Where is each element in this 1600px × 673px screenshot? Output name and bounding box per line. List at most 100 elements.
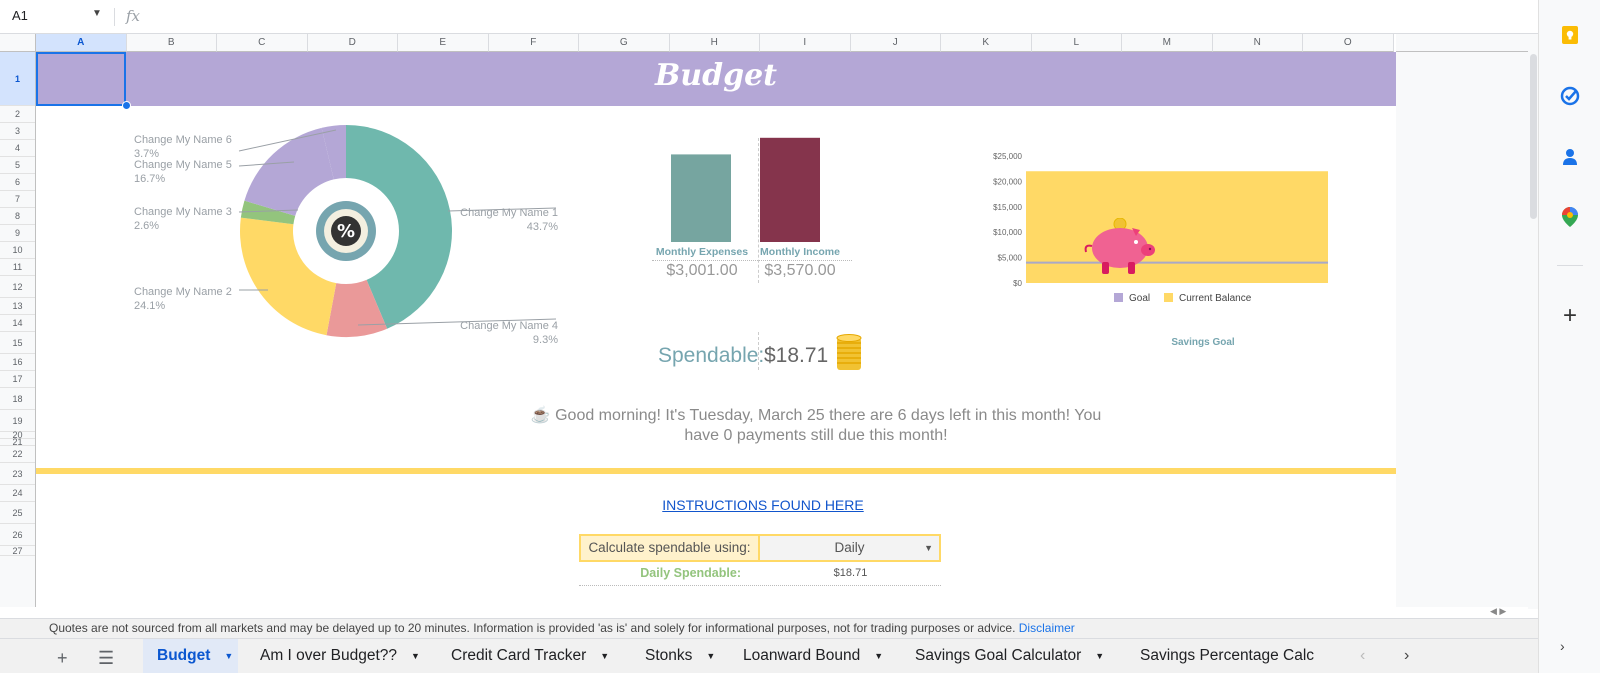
donut-leader-line [357, 318, 557, 326]
bar-expenses[interactable] [671, 154, 731, 242]
row-header-17[interactable]: 17 [0, 371, 35, 388]
row-header-6[interactable]: 6 [0, 174, 35, 191]
column-header-e[interactable]: E [398, 34, 489, 52]
donut-slice-6[interactable] [321, 125, 346, 180]
column-header-h[interactable]: H [669, 34, 760, 52]
all-sheets-menu-icon[interactable]: ☰ [98, 648, 115, 668]
row-header-7[interactable]: 7 [0, 191, 35, 208]
row-header-26[interactable]: 26 [0, 524, 35, 546]
select-all-corner[interactable] [0, 34, 36, 52]
add-icon[interactable]: + [1562, 302, 1577, 329]
column-header-l[interactable]: L [1031, 34, 1122, 52]
tab-savings-goal-calculator[interactable]: Savings Goal Calculator ▼ [901, 639, 1126, 673]
tab-stonks[interactable]: Stonks ▼ [631, 639, 729, 673]
row-header-1[interactable]: 1 [0, 52, 35, 106]
tab-menu-icon[interactable]: ▼ [224, 651, 234, 661]
row-header-19[interactable]: 19 [0, 410, 35, 432]
tab-scroll-right-icon[interactable]: › [1404, 647, 1410, 664]
column-header-m[interactable]: M [1122, 34, 1213, 52]
column-header-j[interactable]: J [850, 34, 941, 52]
row-header-14[interactable]: 14 [0, 315, 35, 332]
scroll-thumb[interactable] [1530, 54, 1537, 219]
row-header-9[interactable]: 9 [0, 225, 35, 242]
instructions-link[interactable]: INSTRUCTIONS FOUND HERE [662, 497, 864, 513]
row-header-18[interactable]: 18 [0, 388, 35, 410]
tab-am-i-over-budget[interactable]: Am I over Budget?? ▼ [246, 639, 431, 673]
row-header-27[interactable]: 27 [0, 546, 35, 556]
fill-handle[interactable] [122, 101, 131, 110]
donut-leader-line [238, 161, 295, 167]
current-balance-area[interactable] [1026, 171, 1328, 283]
keep-icon[interactable] [1559, 24, 1581, 46]
tab-savings-percentage-calc[interactable]: Savings Percentage Calc [1126, 639, 1346, 673]
tab-menu-icon[interactable]: ▼ [874, 651, 884, 661]
column-header-g[interactable]: G [579, 34, 670, 52]
tab-menu-icon[interactable]: ▼ [600, 651, 610, 661]
row-header-3[interactable]: 3 [0, 123, 35, 140]
row-header-5[interactable]: 5 [0, 157, 35, 174]
tab-label: Stonks [645, 647, 693, 665]
column-header-c[interactable]: C [217, 34, 308, 52]
maps-icon[interactable] [1559, 206, 1581, 228]
vertical-scrollbar[interactable] [1528, 34, 1538, 609]
horizontal-scroll-arrows[interactable]: ◀ ▶ [1490, 606, 1507, 616]
row-header-10[interactable]: 10 [0, 242, 35, 259]
expenses-value: $3,001.00 [666, 262, 738, 279]
name-box-dropdown-icon[interactable]: ▼ [92, 8, 102, 19]
row-header-13[interactable]: 13 [0, 298, 35, 315]
tab-budget[interactable]: Budget ▼ [143, 639, 238, 673]
row-header-24[interactable]: 24 [0, 485, 35, 502]
disclaimer-link[interactable]: Disclaimer [1018, 621, 1075, 635]
row-header-23[interactable]: 23 [0, 463, 35, 485]
svg-text:%: % [337, 221, 355, 242]
calc-spendable-selected: Daily [834, 540, 865, 555]
row-header-8[interactable]: 8 [0, 208, 35, 225]
tab-scroll-left-icon[interactable]: ‹ [1360, 647, 1366, 664]
tab-loanward-bound[interactable]: Loanward Bound ▼ [729, 639, 901, 673]
row-header-11[interactable]: 11 [0, 259, 35, 276]
tab-credit-card-tracker[interactable]: Credit Card Tracker ▼ [437, 639, 630, 673]
row-header-21[interactable]: 21 [0, 437, 35, 447]
row-header-2[interactable]: 2 [0, 106, 35, 123]
donut-slice-5[interactable] [244, 127, 334, 216]
row-header-15[interactable]: 15 [0, 332, 35, 354]
chevron-down-icon[interactable]: ▼ [924, 543, 933, 553]
greeting-line-1: Good morning! It's Tuesday, March 25 the… [555, 407, 1102, 424]
row-header-20[interactable]: 20 [0, 430, 35, 440]
tab-label: Loanward Bound [743, 647, 861, 665]
column-header-a[interactable]: A [36, 34, 127, 52]
donut-slice-4[interactable] [240, 200, 296, 225]
donut-slice-1[interactable] [346, 125, 452, 329]
donut-slice-3[interactable] [240, 217, 337, 336]
side-panel: + [1538, 0, 1600, 673]
tab-menu-icon[interactable]: ▼ [1095, 651, 1105, 661]
column-header-n[interactable]: N [1212, 34, 1303, 52]
income-label: Monthly Income [760, 246, 840, 258]
column-header-f[interactable]: F [488, 34, 579, 52]
tasks-icon[interactable] [1559, 85, 1581, 107]
column-header-k[interactable]: K [941, 34, 1032, 52]
column-header-b[interactable]: B [126, 34, 217, 52]
selected-cell-a1[interactable] [36, 52, 126, 106]
row-header-25[interactable]: 25 [0, 502, 35, 524]
row-header-16[interactable]: 16 [0, 354, 35, 371]
sheet-grid[interactable]: Budget % Change My Name 6 3.7% Change My … [36, 52, 1396, 607]
row-header-22[interactable]: 22 [0, 446, 35, 463]
tab-menu-icon[interactable]: ▼ [706, 651, 716, 661]
expand-side-panel-icon[interactable]: › [1560, 638, 1565, 654]
donut-slice-2[interactable] [326, 279, 388, 337]
add-sheet-icon[interactable]: + [57, 648, 68, 668]
y-tick-label: $10,000 [993, 228, 1022, 237]
column-header-i[interactable]: I [760, 34, 851, 52]
name-box[interactable]: A1 ▼ [12, 8, 102, 28]
column-header-d[interactable]: D [307, 34, 398, 52]
row-header-12[interactable]: 12 [0, 276, 35, 298]
spendable-value: $18.71 [764, 344, 829, 367]
contacts-icon[interactable] [1559, 146, 1581, 168]
row-header-4[interactable]: 4 [0, 140, 35, 157]
bar-income[interactable] [760, 137, 820, 242]
tab-menu-icon[interactable]: ▼ [411, 651, 420, 661]
calc-spendable-dropdown[interactable]: Daily ▼ [760, 534, 941, 562]
column-header-o[interactable]: O [1303, 34, 1394, 52]
